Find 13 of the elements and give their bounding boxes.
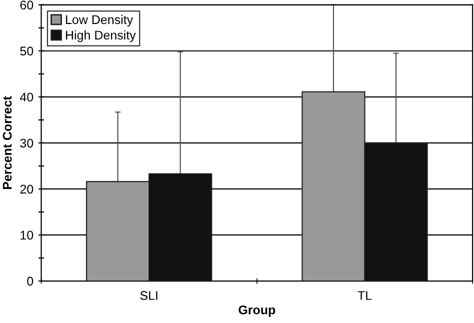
y-axis-title: Percent Correct xyxy=(2,96,12,189)
x-tick-label: TL xyxy=(358,291,372,300)
y-tick-label: 30 xyxy=(20,138,34,148)
x-axis-title: Group xyxy=(238,305,276,317)
legend-label: High Density xyxy=(66,30,136,42)
y-tick-label: 0 xyxy=(27,276,34,286)
y-tick-label: 10 xyxy=(20,230,34,240)
y-tick-label: 50 xyxy=(20,46,34,56)
y-tick-label: 40 xyxy=(20,92,34,102)
legend-label: Low Density xyxy=(66,14,134,27)
y-tick-label: 20 xyxy=(20,184,34,194)
x-tick-label: SLI xyxy=(140,291,158,300)
y-tick-label: 60 xyxy=(20,0,34,10)
